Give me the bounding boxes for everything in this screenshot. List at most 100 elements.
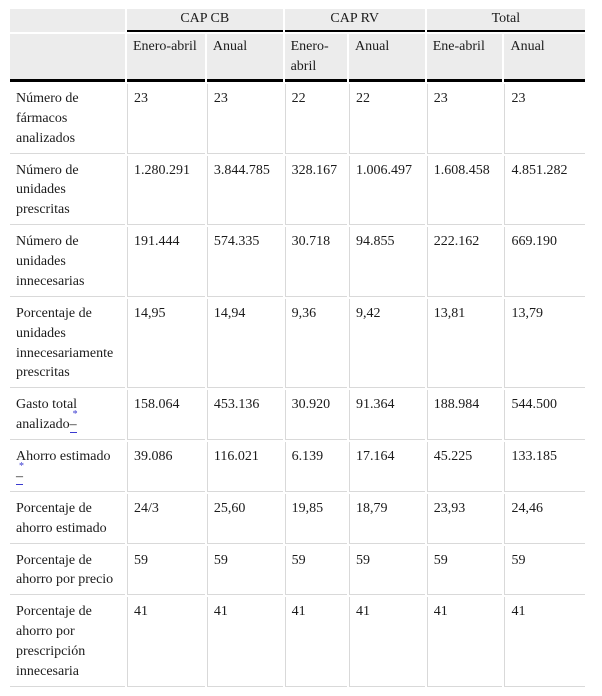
cell-value: 574.335 — [206, 227, 283, 297]
cell-value: 59 — [206, 545, 283, 596]
cell-value: 19,85 — [284, 493, 348, 544]
table-body: Número de fármacos analizados 23 23 22 22 23… — [10, 83, 585, 687]
cell-value: 9,42 — [349, 298, 425, 389]
cell-value: 23 — [504, 83, 585, 154]
cell-value: 669.190 — [504, 227, 585, 297]
row-label-text: Número de fármacos analizados — [16, 90, 79, 146]
cell-value: 13,79 — [504, 298, 585, 389]
cell-value: 9,36 — [284, 298, 348, 389]
table-header: CAP CB CAP RV Total Enero-abril Anual En… — [10, 9, 585, 82]
row-label: Porcentaje de ahorro estimado — [10, 494, 125, 544]
col-header-cb-enero-abril: Enero-abril — [127, 34, 205, 82]
cell-value: 18,79 — [349, 493, 425, 544]
row-label: Porcentaje de unidades innecesariamente … — [10, 299, 125, 389]
table-row: Número de fármacos analizados 23 23 22 22 23… — [10, 83, 585, 154]
cell-value: 14,95 — [127, 298, 205, 389]
cell-value: 1.280.291 — [127, 155, 205, 226]
cell-value: 14,94 — [206, 298, 283, 389]
cell-value: 6.139 — [284, 442, 348, 492]
table-row: Porcentaje de ahorro estimado 24/3 25,60 1… — [10, 493, 585, 544]
cell-value: 22 — [284, 83, 348, 154]
cell-value: 17.164 — [349, 442, 425, 492]
footnote-asterisk-icon: * — [19, 460, 24, 472]
cell-value: 94.855 — [349, 227, 425, 297]
table-row: Porcentaje de ahorro por precio 59 59 59 59… — [10, 545, 585, 596]
col-header-total-anual: Anual — [504, 34, 585, 82]
cell-value: 133.185 — [504, 442, 585, 492]
cell-value: 191.444 — [127, 227, 205, 297]
cell-value: 41 — [127, 597, 205, 687]
col-header-rv-enero-abril: Enero-abril — [284, 34, 348, 82]
row-label: Número de unidades innecesarias — [10, 227, 125, 297]
cell-value: 4.851.282 — [504, 155, 585, 226]
col-header-total-ene-abril: Ene-abril — [426, 34, 503, 82]
cell-value: 453.136 — [206, 390, 283, 441]
table-row: Porcentaje de unidades innecesariamente … — [10, 298, 585, 389]
cell-value: 41 — [426, 597, 503, 687]
cell-value: 30.718 — [284, 227, 348, 297]
cell-value: 45.225 — [426, 442, 503, 492]
col-header-rv-anual: Anual — [349, 34, 425, 82]
table-row: Gasto total analizado– * 158.064 453.136 30… — [10, 390, 585, 441]
row-label: Ahorro estimado– * — [10, 442, 125, 492]
cell-value: 59 — [127, 545, 205, 596]
cell-value: 188.984 — [426, 390, 503, 441]
cell-value: 59 — [426, 545, 503, 596]
footnote-dash: – — [69, 417, 77, 434]
row-label: Porcentaje de ahorro por precio — [10, 546, 125, 596]
cell-value: 91.364 — [349, 390, 425, 441]
cell-value: 13,81 — [426, 298, 503, 389]
table-row: Ahorro estimado– * 39.086 116.021 6.139 17.1… — [10, 442, 585, 492]
results-table: CAP CB CAP RV Total Enero-abril Anual En… — [8, 7, 587, 689]
row-label-text: Porcentaje de ahorro estimado — [16, 500, 107, 536]
cell-value: 544.500 — [504, 390, 585, 441]
cell-value: 23 — [127, 83, 205, 154]
cell-value: 1.006.497 — [349, 155, 425, 226]
row-label-text: Ahorro estimado — [16, 449, 111, 465]
cell-value: 41 — [349, 597, 425, 687]
corner-cell-2 — [10, 34, 125, 82]
cell-value: 116.021 — [206, 442, 283, 492]
cell-value: 25,60 — [206, 493, 283, 544]
row-label-text: Gasto total analizado — [16, 397, 78, 433]
cell-value: 23,93 — [426, 493, 503, 544]
row-label-text: Porcentaje de ahorro por precio — [16, 552, 114, 588]
cell-value: 59 — [504, 545, 585, 596]
cell-value: 22 — [349, 83, 425, 154]
group-header-cap-rv: CAP RV — [284, 9, 425, 33]
footnote-link[interactable]: – * — [69, 409, 78, 435]
footnote-asterisk-icon: * — [72, 409, 78, 421]
corner-cell — [10, 9, 125, 32]
col-header-cb-anual: Anual — [206, 34, 283, 82]
sub-header-row: Enero-abril Anual Enero-abril Anual Ene-… — [10, 34, 585, 82]
cell-value: 59 — [349, 545, 425, 596]
cell-value: 41 — [504, 597, 585, 687]
group-header-total: Total — [426, 9, 585, 33]
table-row: Número de unidades prescritas 1.280.291 3… — [10, 155, 585, 226]
page: CAP CB CAP RV Total Enero-abril Anual En… — [8, 7, 587, 689]
group-header-cap-cb: CAP CB — [127, 9, 283, 33]
cell-value: 328.167 — [284, 155, 348, 226]
cell-value: 39.086 — [127, 442, 205, 492]
cell-value: 24/3 — [127, 493, 205, 544]
footnote-link[interactable]: – * — [16, 461, 24, 487]
row-label-text: Número de unidades innecesarias — [16, 234, 85, 289]
cell-value: 24,46 — [504, 493, 585, 544]
cell-value: 41 — [284, 597, 348, 687]
row-label-text: Número de unidades prescritas — [16, 162, 79, 218]
cell-value: 41 — [206, 597, 283, 687]
table-row: Porcentaje de ahorro por prescripción in… — [10, 597, 585, 687]
cell-value: 30.920 — [284, 390, 348, 441]
row-label: Porcentaje de ahorro por prescripción in… — [10, 597, 125, 687]
cell-value: 23 — [206, 83, 283, 154]
row-label-text: Porcentaje de ahorro por prescripción in… — [16, 604, 92, 679]
row-label: Gasto total analizado– * — [10, 390, 125, 441]
table-row: Número de unidades innecesarias 191.444 5… — [10, 227, 585, 297]
row-label: Número de unidades prescritas — [10, 156, 125, 226]
cell-value: 3.844.785 — [206, 155, 283, 226]
cell-value: 222.162 — [426, 227, 503, 297]
footnote-dash: – — [16, 468, 23, 485]
row-label-text: Porcentaje de unidades innecesariamente … — [16, 305, 114, 381]
cell-value: 23 — [426, 83, 503, 154]
row-label: Número de fármacos analizados — [10, 84, 125, 154]
